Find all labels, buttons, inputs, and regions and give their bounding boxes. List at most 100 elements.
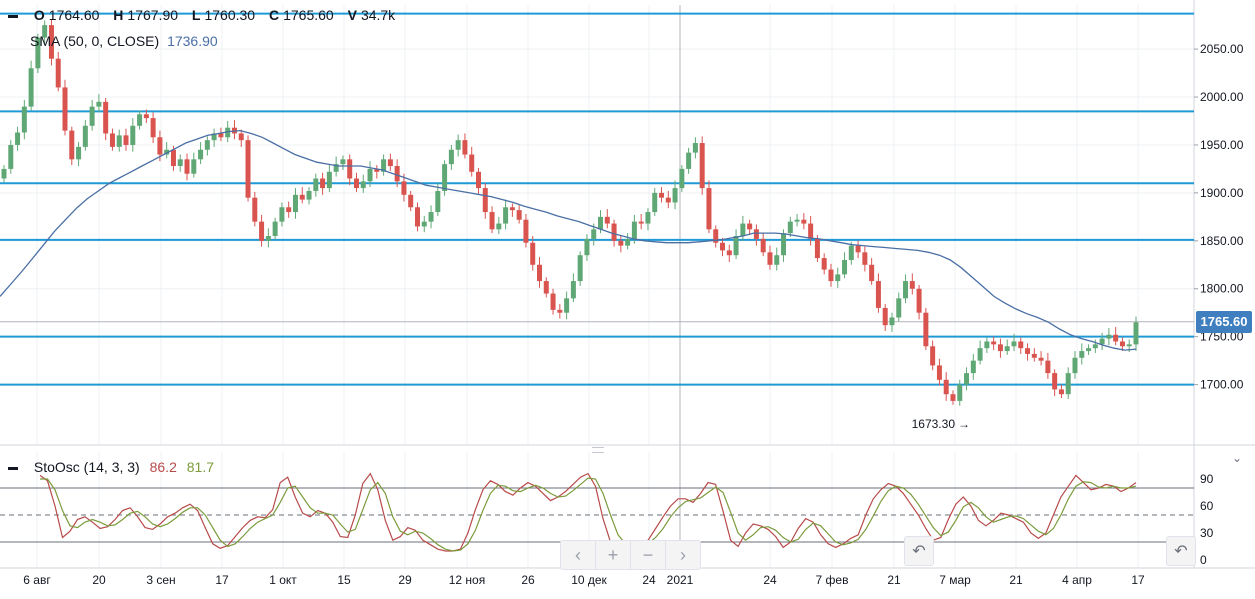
candle [523,213,529,248]
candle-body [1025,348,1031,354]
candle [62,79,68,136]
candle-body [916,288,922,313]
minus-icon[interactable]: − [631,541,666,569]
candle [381,154,387,176]
candle [943,372,949,401]
candle-body [340,159,346,165]
candle [896,292,902,322]
candle [211,128,217,147]
candle [720,237,726,257]
candle [1018,337,1024,354]
candle [482,183,488,219]
candle [28,60,34,111]
candle [794,213,800,227]
candle-body [21,106,27,133]
candle [869,258,875,285]
collapse-dash-icon[interactable] [8,466,18,470]
candle [801,213,807,230]
candle-body [252,197,258,222]
time-tick-label: 3 сен [146,573,175,587]
candle-body [299,194,305,200]
candle-body [977,348,983,361]
candle [8,140,14,174]
candle-body [835,274,841,282]
candle [259,214,265,247]
stoch-legend[interactable]: StoOsc (14, 3, 3) 86.2 81.7 [8,459,214,475]
candle-body [1092,344,1098,349]
candle [1004,339,1010,355]
candle [686,147,692,174]
candle [1113,327,1119,346]
candle-body [164,149,170,155]
candle [747,219,753,236]
candle [191,152,197,178]
candle [713,225,719,248]
candle-body [123,135,129,145]
candle [1086,344,1092,355]
candle [137,110,143,130]
candle [828,263,834,287]
candle [1011,333,1017,352]
candle [509,203,515,217]
candle [455,134,461,157]
candle-body [62,87,68,131]
candle [1052,369,1058,397]
sma-legend[interactable]: SMA (50, 0, CLOSE) 1736.90 [30,33,218,49]
candle-body [1079,351,1085,358]
collapse-dash-icon[interactable] [8,14,18,18]
candle-body [455,140,461,150]
candle-body [42,25,48,38]
candle-body [936,365,942,380]
chevron-right-icon[interactable]: › [680,544,686,565]
undo-icon[interactable]: ↶ [1166,536,1196,566]
undo-icon[interactable]: ↶ [904,536,934,566]
candle [814,235,820,262]
chevron-down-icon[interactable]: ⌄ [1232,451,1243,465]
candle [1099,332,1105,351]
candle [726,244,732,262]
candle-body [903,281,909,299]
candle-body [869,264,875,282]
candles [1,19,1139,406]
sma-label: SMA (50, 0, CLOSE) [30,33,160,49]
price-tick-label: 1750.00 [1200,330,1244,344]
candle [577,251,583,286]
plus-icon[interactable]: + [596,541,631,569]
candle [69,126,75,166]
time-tick-label: 12 ноя [449,573,485,587]
candle-body [909,281,915,289]
candle-body [1126,344,1132,347]
candle [198,142,204,165]
candle-body [28,68,34,107]
time-tick-label: 21 [1009,573,1023,587]
candle [340,155,346,170]
candle [781,229,787,262]
candle-body [950,394,956,401]
chevron-left-icon[interactable]: ‹ [561,541,596,569]
candle-body [428,212,434,222]
time-tick-label: 29 [398,573,412,587]
candle [835,267,841,288]
candle [909,273,915,295]
candle [55,51,61,92]
candle [848,241,854,265]
candle-body [279,207,285,222]
candle-body [733,236,739,256]
candle-body [116,135,122,147]
candle-body [15,132,21,145]
candle [116,129,122,152]
open-label: O [33,7,45,23]
candle [584,234,590,261]
candle-body [774,255,780,265]
candle [530,236,536,271]
chart-navigation: ‹ + − › [560,540,701,570]
candle-body [557,309,563,313]
price-tick-label: 1800.00 [1200,282,1244,296]
candle [706,180,712,234]
candle-body [1072,357,1078,374]
candle [882,304,888,331]
candle [428,205,434,229]
pane-resize-handle[interactable] [592,447,604,453]
